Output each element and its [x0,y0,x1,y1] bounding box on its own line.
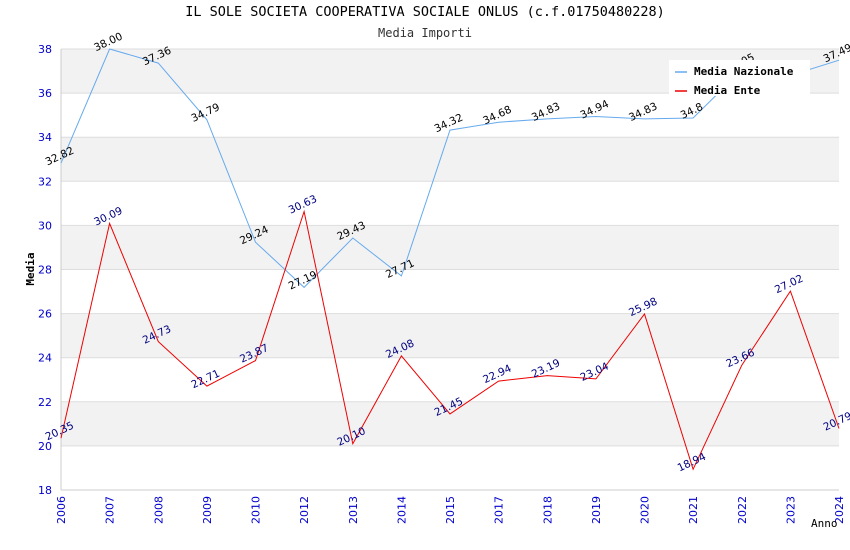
legend-label-media-nazionale: Media Nazionale [694,65,794,78]
y-axis-label: Media [24,252,37,285]
x-tick-label: 2009 [201,496,214,524]
x-tick-label: 2007 [104,496,117,524]
grid-band [61,401,839,446]
x-tick-label: 2024 [833,496,846,524]
x-tick-label: 2020 [639,496,652,524]
y-tick-label: 32 [38,175,52,188]
grid-band [61,313,839,358]
series-line-media-nazionale [60,48,840,289]
x-tick-label: 2021 [687,496,700,524]
y-tick-label: 28 [38,264,52,277]
y-tick-label: 34 [38,131,52,144]
y-tick-label: 38 [38,43,52,56]
y-tick-label: 26 [38,308,52,321]
grid-band [61,269,839,314]
x-tick-label: 2008 [152,496,165,524]
grid-band [61,181,839,226]
x-tick-label: 2019 [590,496,603,524]
x-tick-label: 2018 [541,496,554,524]
x-tick-label: 2013 [347,496,360,524]
x-tick-label: 2017 [493,496,506,524]
y-tick-label: 18 [38,484,52,497]
series-line-media-ente [60,209,840,471]
legend-label-media-ente: Media Ente [694,84,761,97]
chart-subtitle: Media Importi [378,26,472,40]
grid-band [61,445,839,490]
y-tick-label: 36 [38,87,52,100]
x-tick-label: 2014 [395,496,408,524]
x-tick-label: 2012 [298,496,311,524]
series-lines [60,48,840,471]
x-tick-label: 2015 [444,496,457,524]
y-tick-label: 30 [38,219,52,232]
x-axis-label: Anno [811,517,838,530]
y-tick-label: 24 [38,352,52,365]
legend-box [669,60,810,96]
x-tick-label: 2023 [784,496,797,524]
grid-band [61,225,839,270]
x-tick-label: 2010 [250,496,263,524]
y-tick-label: 20 [38,440,52,453]
grid-band [61,137,839,182]
y-tick-label: 22 [38,396,52,409]
chart-title: IL SOLE SOCIETA COOPERATIVA SOCIALE ONLU… [185,4,665,20]
x-tick-label: 2022 [736,496,749,524]
legend: Media Nazionale Media Ente [669,60,810,97]
grid-bands [61,48,839,491]
x-tick-label: 2006 [55,496,68,524]
grid-band [61,357,839,402]
